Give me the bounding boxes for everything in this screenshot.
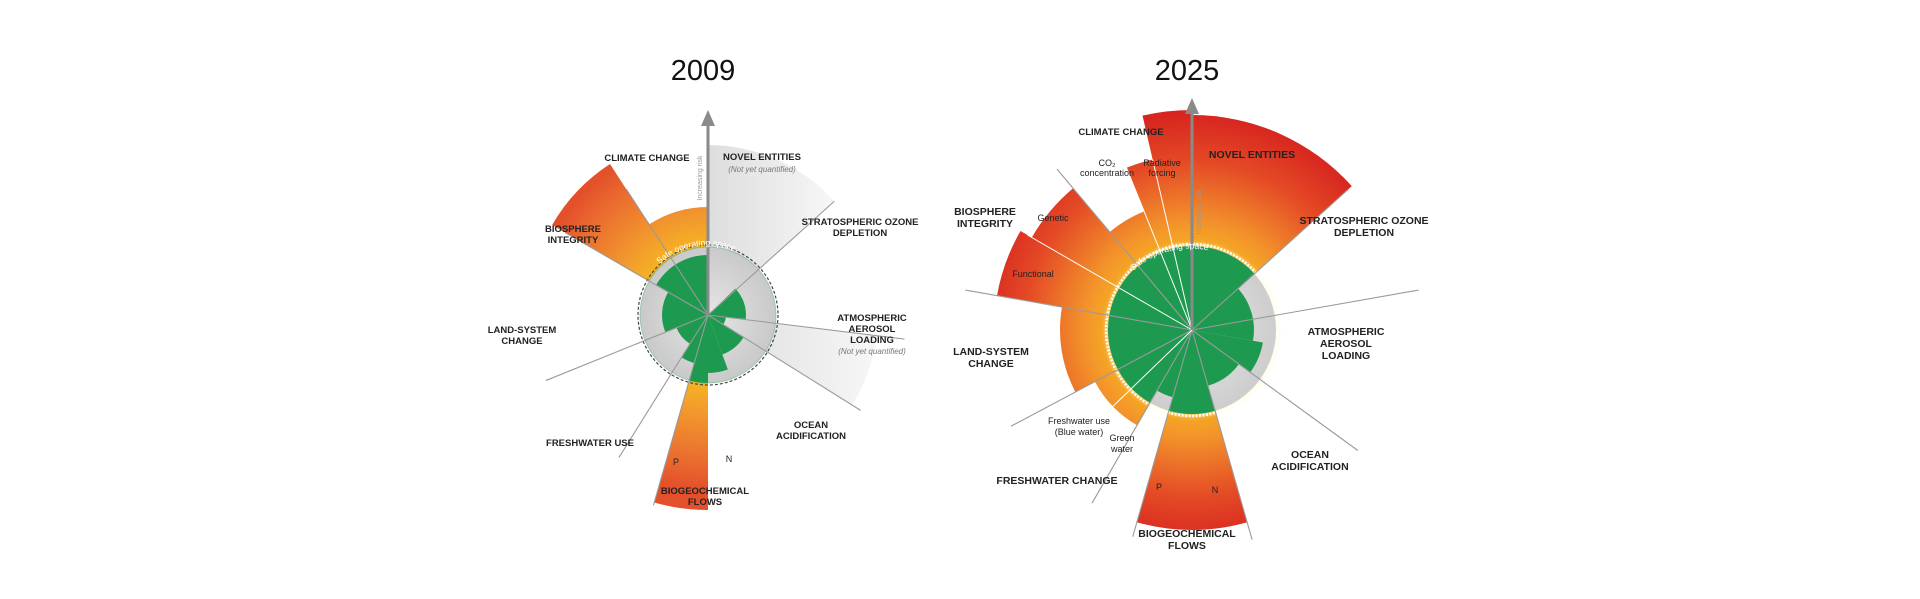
- safe-zone-sector-2: [708, 288, 746, 319]
- aerosol-label-line-1: ATMOSPHERIC: [1308, 326, 1385, 338]
- year-title: 2009: [671, 55, 736, 87]
- safe-zone-sector-7: [681, 315, 708, 364]
- land-label-line-2: CHANGE: [968, 358, 1014, 370]
- land-label-line-1: LAND-SYSTEM: [488, 325, 557, 336]
- nitrogen-label: N: [726, 454, 733, 464]
- biogeochemical-label-line-1: BIOGEOCHEMICAL: [1138, 528, 1236, 540]
- boundary-divider-9: [1056, 168, 1193, 331]
- biosphere-label-line-2: INTEGRITY: [548, 235, 599, 246]
- arrow-head-icon: [1185, 98, 1199, 114]
- novel-entities-label: NOVEL ENTITIES: [1209, 149, 1295, 161]
- biogeochemical-label-line-2: FLOWS: [688, 497, 722, 508]
- safe-zone-sector-3: [1192, 330, 1263, 373]
- safe-zone-sector-9: [1109, 246, 1192, 330]
- safe-zone-sector-6: [1157, 330, 1192, 398]
- sub-divider-4: [1108, 329, 1193, 411]
- aerosol-label-line-2: AEROSOL: [1320, 338, 1373, 350]
- radiative-label-line-2: forcing: [1148, 168, 1175, 178]
- safe-zone-sector-8: [1107, 315, 1192, 370]
- ocean-label-line-2: ACIDIFICATION: [776, 431, 846, 442]
- boundary-divider-2: [707, 314, 905, 340]
- phosphorus-label: P: [673, 457, 679, 467]
- boundary-divider-5: [618, 314, 709, 458]
- boundary-divider-5: [1132, 329, 1193, 537]
- freshwater-label: FRESHWATER USE: [546, 438, 634, 449]
- aerosol-label-line-3: LOADING: [1322, 350, 1370, 362]
- safe-zone-sector-5: [1168, 330, 1216, 414]
- genetic-label: Genetic: [1037, 213, 1069, 223]
- green-water-label-line-1: Green: [1109, 433, 1134, 443]
- aerosol-note: (Not yet quantified): [838, 347, 906, 356]
- boundary-divider-3: [1191, 329, 1359, 451]
- green-water-label-line-2: water: [1110, 444, 1133, 454]
- boundary-divider-7: [1010, 329, 1193, 427]
- sub-divider-1: [1124, 164, 1193, 331]
- boundary-divider-6: [545, 314, 709, 382]
- biosphere-label-line-1: BIOSPHERE: [954, 206, 1016, 218]
- blue-water-label-line-2: (Blue water): [1055, 427, 1104, 437]
- boundary-divider-1: [1191, 189, 1349, 331]
- safe-zone-sector-4: [708, 315, 744, 355]
- biosphere-label-line-1: BIOSPHERE: [545, 224, 601, 235]
- sub-divider-2: [1152, 159, 1193, 331]
- boundary-divider-4: [652, 314, 709, 506]
- boundary-divider-4: [1191, 329, 1253, 540]
- ozone-label-line-1: STRATOSPHERIC OZONE: [1299, 215, 1428, 227]
- land-label-line-1: LAND-SYSTEM: [953, 346, 1029, 358]
- ozone-label-line-2: DEPLETION: [1334, 227, 1394, 239]
- novel-entities-label: NOVEL ENTITIES: [723, 152, 801, 163]
- safe-zone-sector-5: [708, 315, 728, 373]
- biosphere-label-line-2: INTEGRITY: [957, 218, 1013, 230]
- ocean-label-line-1: OCEAN: [794, 420, 828, 431]
- safe-zone-sector-1: [1192, 246, 1255, 330]
- increasing-risk-label: Increasing risk: [1196, 189, 1203, 235]
- sub-divider-3: [1027, 234, 1193, 331]
- boundary-divider-6: [1091, 329, 1193, 504]
- boundary-divider-1: [707, 200, 835, 316]
- aerosol-label-line-1: ATMOSPHERIC: [837, 313, 907, 324]
- safe-zone-sector-8: [676, 315, 708, 344]
- boundary-divider-8: [965, 289, 1193, 331]
- increasing-risk-label: Increasing risk: [697, 155, 704, 201]
- ocean-label-line-1: OCEAN: [1291, 449, 1329, 461]
- ocean-label-line-2: ACIDIFICATION: [1271, 461, 1348, 473]
- boundary-divider-3: [707, 314, 861, 411]
- climate-change-label: CLIMATE CHANGE: [604, 153, 689, 164]
- safe-zone-sector-9: [662, 292, 708, 333]
- novel-entities-note: (Not yet quantified): [728, 165, 796, 174]
- co2-label-line-2: concentration: [1080, 168, 1134, 178]
- year-title: 2025: [1155, 55, 1220, 87]
- biogeochemical-label-line-1: BIOGEOCHEMICAL: [661, 486, 749, 497]
- biogeochemical-label-line-2: FLOWS: [1168, 540, 1206, 552]
- boundary-divider-8: [625, 188, 709, 316]
- safe-zone-sector-10: [656, 255, 708, 315]
- boundary-divider-2: [1191, 289, 1419, 331]
- radiative-label-line-1: Radiative: [1143, 158, 1181, 168]
- land-label-line-2: CHANGE: [501, 336, 542, 347]
- nitrogen-label: N: [1212, 485, 1219, 495]
- boundary-divider-7: [564, 232, 709, 316]
- co2-label-line-1: CO₂: [1099, 158, 1117, 168]
- arrow-head-icon: [701, 110, 715, 126]
- aerosol-label-line-2: AEROSOL: [849, 324, 896, 335]
- safe-zone-sector-4: [1192, 330, 1239, 386]
- climate-change-label: CLIMATE CHANGE: [1078, 127, 1163, 138]
- ozone-label-line-1: STRATOSPHERIC OZONE: [802, 217, 919, 228]
- blue-water-label-line-1: Freshwater use: [1048, 416, 1110, 426]
- safe-boundary-ring: [637, 244, 779, 386]
- aerosol-label-line-3: LOADING: [850, 335, 894, 346]
- freshwater-label: FRESHWATER CHANGE: [996, 475, 1117, 487]
- safe-boundary-ring: [1104, 242, 1280, 418]
- ozone-label-line-2: DEPLETION: [833, 228, 888, 239]
- functional-label: Functional: [1012, 269, 1054, 279]
- phosphorus-label: P: [1156, 482, 1162, 492]
